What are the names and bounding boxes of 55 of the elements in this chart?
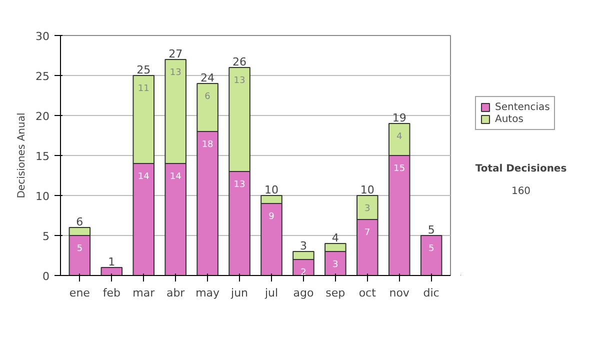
y-tick-label: 25	[36, 70, 50, 83]
total-label: 19	[392, 112, 406, 124]
total-label: 24	[200, 72, 215, 84]
total-label: 25	[136, 64, 151, 76]
y-tick-label: 30	[36, 30, 50, 43]
y-tick-label: 20	[36, 110, 50, 123]
x-tick-label: abr	[166, 286, 186, 300]
data-label: 3	[364, 204, 370, 214]
data-label: 14	[138, 172, 150, 182]
data-label: 5	[76, 244, 83, 254]
x-tick-label: oct	[358, 286, 377, 300]
x-tick-label: nov	[389, 286, 410, 300]
y-tick-label: 0	[42, 270, 50, 283]
data-label: 7	[364, 228, 370, 238]
data-label: 2	[300, 268, 306, 278]
y-axis-title: Decisiones Anual	[16, 112, 28, 198]
total-label: 26	[232, 56, 247, 68]
total-label: 3	[300, 240, 307, 252]
bar	[100, 267, 123, 276]
data-label: 13	[170, 68, 182, 78]
total-label: 10	[360, 184, 374, 196]
data-label: 13	[234, 180, 246, 190]
y-tick-label: 10	[36, 190, 50, 203]
x-tick-label: jun	[230, 286, 248, 300]
data-label: 5	[428, 244, 434, 254]
data-label: 4	[396, 132, 402, 142]
data-label: 15	[394, 164, 406, 174]
legend-label: Sentencias	[495, 101, 550, 113]
x-tick-label: dic	[423, 286, 440, 300]
total-label: 1	[108, 256, 116, 268]
text: Total Decisiones	[475, 164, 567, 175]
x-tick-label: feb	[102, 286, 120, 300]
data-label: 13	[234, 76, 246, 86]
total-label: 10	[264, 184, 278, 196]
y-tick-label: 5	[42, 230, 50, 243]
legend-label: Autos	[495, 113, 524, 125]
x-tick-label: sep	[326, 286, 346, 300]
y-tick-label: 15	[36, 150, 50, 163]
x-tick-label: mar	[132, 286, 156, 300]
bar	[420, 235, 442, 276]
data-label: 6	[204, 92, 211, 102]
total-label: 5	[428, 224, 435, 236]
data-label: 11	[138, 84, 150, 94]
total-label: 4	[332, 232, 339, 244]
data-label: 9	[268, 212, 275, 222]
total-label: 27	[168, 48, 183, 60]
data-label: 3	[332, 260, 338, 270]
x-tick-label: may	[196, 286, 220, 300]
x-tick-label: ene	[69, 286, 90, 300]
data-label: 18	[202, 140, 214, 150]
x-tick-label: jul	[264, 286, 278, 300]
text: 160	[511, 186, 531, 197]
total-label: 6	[76, 216, 84, 228]
x-tick-label: ago	[293, 286, 314, 300]
data-label: 14	[170, 172, 182, 182]
